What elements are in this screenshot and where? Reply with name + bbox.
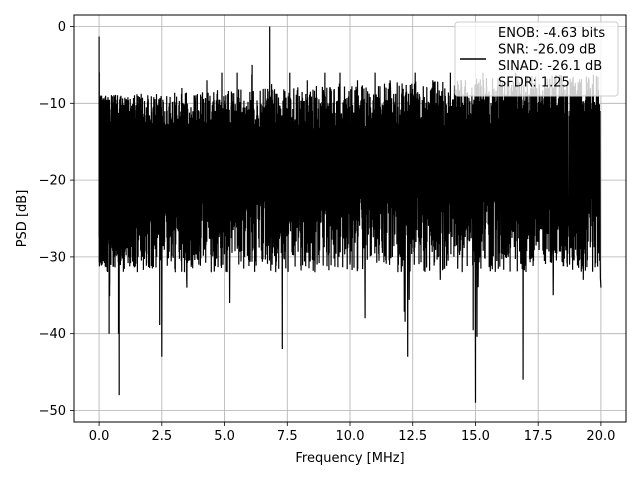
legend-box <box>454 21 619 97</box>
legend-entry-enob: ENOB: -4.63 bits <box>498 26 605 41</box>
y-tick-label: −40 <box>39 327 66 342</box>
x-axis-ticks: 0.0 2.5 5.0 7.5 10.0 12.5 15.0 17.5 20.0 <box>89 422 615 444</box>
x-tick-label: 10.0 <box>336 429 365 444</box>
y-tick-label: −30 <box>39 250 66 265</box>
y-tick-label: −10 <box>39 97 66 112</box>
y-tick-label: −20 <box>39 174 66 189</box>
legend: ENOB: -4.63 bits SNR: -26.09 dB SINAD: -… <box>454 21 619 97</box>
x-tick-label: 20.0 <box>586 429 615 444</box>
x-tick-label: 7.5 <box>277 429 298 444</box>
psd-series-line <box>98 26 602 403</box>
legend-entry-snr: SNR: -26.09 dB <box>498 43 596 58</box>
y-axis-ticks: 0 −10 −20 −30 −40 −50 <box>39 20 74 419</box>
x-tick-label: 12.5 <box>398 429 427 444</box>
legend-entry-sfdr: SFDR: 1.25 <box>498 76 570 91</box>
x-tick-label: 0.0 <box>89 429 110 444</box>
x-tick-label: 15.0 <box>461 429 490 444</box>
plot-area <box>98 26 602 403</box>
x-tick-label: 2.5 <box>151 429 172 444</box>
y-tick-label: −50 <box>39 404 66 419</box>
y-tick-label: 0 <box>58 20 66 35</box>
y-axis-label: PSD [dB] <box>15 190 30 248</box>
x-axis-label: Frequency [MHz] <box>295 451 404 466</box>
legend-entry-sinad: SINAD: -26.1 dB <box>498 59 602 74</box>
x-tick-label: 17.5 <box>524 429 553 444</box>
x-tick-label: 5.0 <box>214 429 235 444</box>
